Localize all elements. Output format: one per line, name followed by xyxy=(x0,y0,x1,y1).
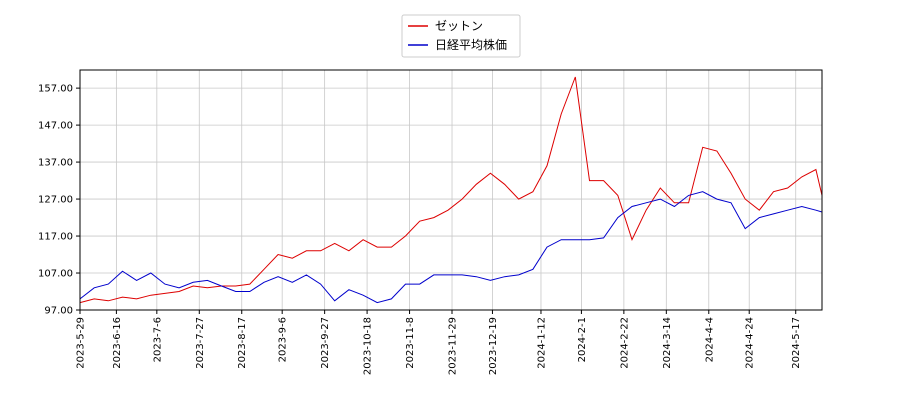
y-tick-label: 97.00 xyxy=(44,306,73,317)
x-tick-label: 2023-7-6 xyxy=(152,317,163,362)
y-tick-label: 147.00 xyxy=(38,121,73,132)
y-tick-label: 157.00 xyxy=(38,84,73,95)
x-tick-label: 2024-1-12 xyxy=(536,317,547,369)
x-tick-label: 2023-6-16 xyxy=(112,317,123,369)
y-tick-label: 117.00 xyxy=(38,232,73,243)
x-tick-label: 2024-3-14 xyxy=(662,317,673,369)
x-tick-label: 2023-11-8 xyxy=(405,317,416,369)
series-line xyxy=(79,76,823,304)
x-tick-label: 2024-4-24 xyxy=(745,317,756,369)
x-tick-label: 2024-2-1 xyxy=(577,317,588,362)
legend-box xyxy=(401,14,521,58)
x-tick-label: 2024-4-4 xyxy=(704,317,715,362)
x-tick-label: 2023-7-27 xyxy=(195,317,206,369)
x-tick-label: 2024-2-22 xyxy=(619,317,630,369)
x-tick-label: 2023-11-29 xyxy=(448,317,459,375)
y-tick-label: 107.00 xyxy=(38,269,73,280)
x-tick-label: 2024-5-17 xyxy=(791,317,802,369)
series-line xyxy=(79,191,823,304)
x-tick-label: 2023-9-6 xyxy=(278,317,289,362)
legend-label: 日経平均株価 xyxy=(435,37,507,52)
x-tick-label: 2023-5-29 xyxy=(76,317,87,369)
legend-label: ゼットン xyxy=(435,19,483,33)
x-tick-label: 2023-12-19 xyxy=(488,317,499,375)
x-tick-label: 2023-8-17 xyxy=(237,317,248,369)
x-tick-label: 2023-9-27 xyxy=(320,317,331,369)
plot-frame xyxy=(79,69,823,311)
y-tick-label: 127.00 xyxy=(38,195,73,206)
x-tick-label: 2023-10-18 xyxy=(363,317,374,375)
y-tick-label: 137.00 xyxy=(38,158,73,169)
